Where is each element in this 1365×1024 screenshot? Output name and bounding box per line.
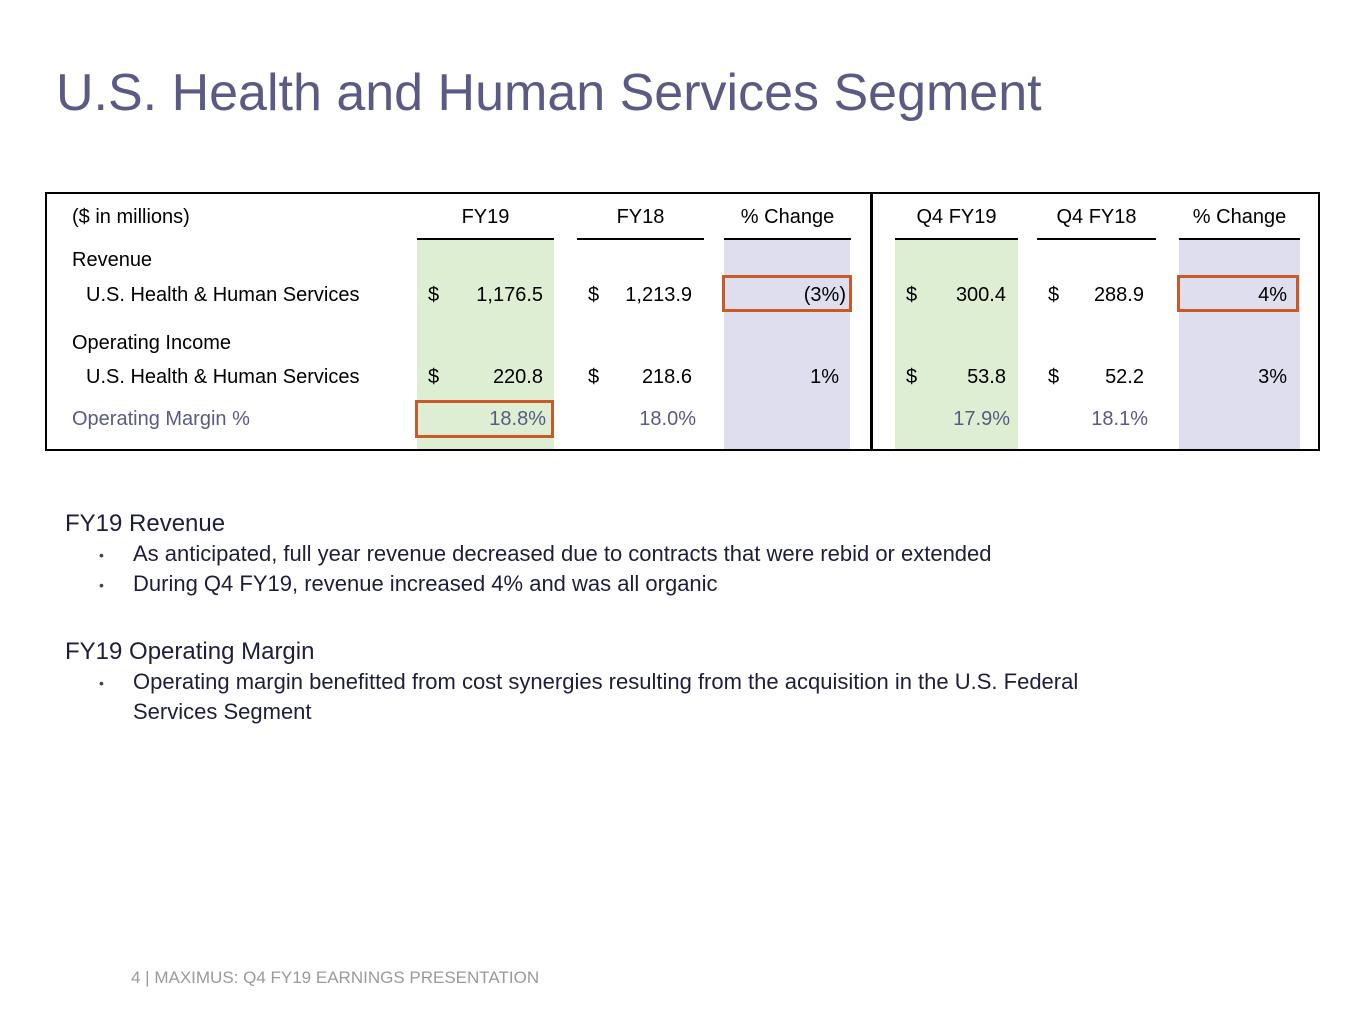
header-change: % Change xyxy=(740,206,835,228)
unit-label: ($ in millions) xyxy=(72,206,190,228)
header-q4-change: % Change xyxy=(1192,206,1287,228)
revenue-bullet: As anticipated, full year revenue decrea… xyxy=(133,541,992,566)
operating-margin-fy18: 18.0% xyxy=(639,408,696,430)
currency-symbol: $ xyxy=(588,366,600,388)
q4-change-column-shading xyxy=(1179,240,1300,449)
currency-symbol: $ xyxy=(588,284,600,306)
revenue-row-label: U.S. Health & Human Services xyxy=(86,284,360,306)
operating-income-section-label: Operating Income xyxy=(72,332,231,354)
operating-margin-q4fy19: 17.9% xyxy=(953,408,1010,430)
bullet-icon: • xyxy=(99,675,104,691)
revenue-bullet: During Q4 FY19, revenue increased 4% and… xyxy=(133,571,718,596)
operating-margin-fy19: 18.8% xyxy=(489,408,546,430)
operating-margin-fy19-highlight-box xyxy=(415,400,554,438)
operating-margin-label: Operating Margin % xyxy=(72,408,250,430)
change-column-shading xyxy=(724,240,850,449)
operating-income-q4-change: 3% xyxy=(1258,366,1287,388)
revenue-q4-change-highlight-box xyxy=(1177,275,1299,312)
revenue-change: (3%) xyxy=(803,284,846,306)
revenue-q4fy18: 288.9 xyxy=(1093,284,1144,306)
operating-income-fy18: 218.6 xyxy=(641,366,692,388)
operating-income-row-label: U.S. Health & Human Services xyxy=(86,366,360,388)
header-underline xyxy=(417,238,554,240)
bullet-icon: • xyxy=(99,547,104,563)
financial-table xyxy=(45,192,1320,451)
currency-symbol: $ xyxy=(906,366,918,388)
currency-symbol: $ xyxy=(1048,366,1060,388)
header-underline xyxy=(577,238,704,240)
operating-income-q4fy19: 53.8 xyxy=(967,366,1006,388)
header-q4fy19: Q4 FY19 xyxy=(916,206,997,228)
header-underline xyxy=(1037,238,1156,240)
revenue-change-highlight-box xyxy=(722,275,852,312)
header-fy18: FY18 xyxy=(616,206,665,228)
header-underline xyxy=(724,238,851,240)
revenue-q4fy19: 300.4 xyxy=(955,284,1006,306)
currency-symbol: $ xyxy=(906,284,918,306)
footer: 4 | MAXIMUS: Q4 FY19 EARNINGS PRESENTATI… xyxy=(131,968,540,987)
table-divider xyxy=(870,192,873,451)
fy19-column-highlight xyxy=(417,240,554,449)
header-fy19: FY19 xyxy=(461,206,510,228)
revenue-section-label: Revenue xyxy=(72,249,153,271)
currency-symbol: $ xyxy=(428,284,440,306)
operating-income-change: 1% xyxy=(810,366,839,388)
revenue-fy19: 1,176.5 xyxy=(476,284,543,306)
revenue-heading: FY19 Revenue xyxy=(65,510,226,537)
margin-bullet-line: Services Segment xyxy=(133,699,312,724)
header-underline xyxy=(1179,238,1300,240)
bullet-icon: • xyxy=(99,577,104,593)
margin-bullet-line: Operating margin benefitted from cost sy… xyxy=(133,669,1079,694)
operating-income-fy19: 220.8 xyxy=(492,366,543,388)
operating-margin-q4fy18: 18.1% xyxy=(1091,408,1148,430)
margin-heading: FY19 Operating Margin xyxy=(65,638,315,665)
currency-symbol: $ xyxy=(428,366,440,388)
q4fy19-column-highlight xyxy=(895,240,1018,449)
currency-symbol: $ xyxy=(1048,284,1060,306)
operating-income-q4fy18: 52.2 xyxy=(1105,366,1144,388)
page-title: U.S. Health and Human Services Segment xyxy=(56,64,1042,122)
revenue-fy18: 1,213.9 xyxy=(625,284,692,306)
revenue-q4-change: 4% xyxy=(1258,284,1287,306)
header-q4fy18: Q4 FY18 xyxy=(1056,206,1137,228)
header-underline xyxy=(895,238,1018,240)
